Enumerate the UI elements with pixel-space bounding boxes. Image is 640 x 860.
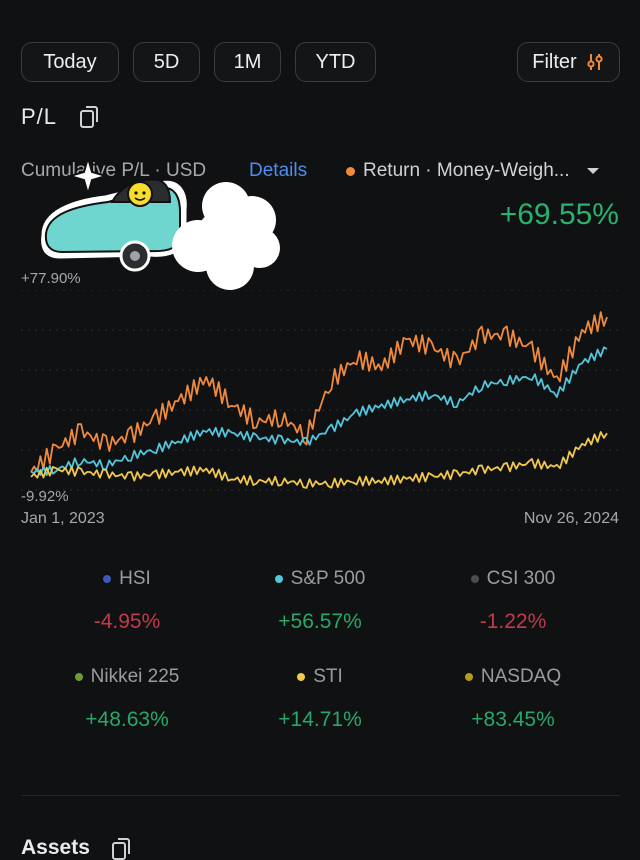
- index-name: S&P 500: [290, 568, 366, 589]
- y-top-label: +77.90%: [21, 270, 81, 287]
- tab-5d[interactable]: 5D: [133, 42, 200, 82]
- index-legend-item[interactable]: CSI 300 -1.22%: [413, 568, 613, 634]
- car-sticker-icon: [38, 154, 280, 290]
- filter-label: Filter: [532, 50, 577, 73]
- series-line-return: [30, 311, 608, 473]
- index-dot: [470, 575, 479, 583]
- index-legend-item[interactable]: STI +14.71%: [220, 666, 420, 732]
- index-legend-item[interactable]: S&P 500 +56.57%: [220, 568, 420, 634]
- y-bottom-label: -9.92%: [21, 488, 69, 505]
- x-end-label: Nov 26, 2024: [523, 510, 619, 527]
- index-change: +48.63%: [85, 708, 169, 731]
- pl-line-chart[interactable]: [21, 290, 620, 495]
- caret-down-icon: [586, 168, 599, 174]
- tab-ytd[interactable]: YTD: [295, 42, 376, 82]
- index-name: CSI 300: [486, 568, 556, 589]
- index-name: HSI: [119, 568, 151, 589]
- return-dropdown-label: Return · Money-Weigh...: [363, 160, 570, 181]
- index-name: STI: [313, 666, 343, 687]
- index-change: +14.71%: [278, 708, 362, 731]
- tab-1m[interactable]: 1M: [214, 42, 281, 82]
- series-line-sti: [30, 431, 608, 489]
- return-dropdown[interactable]: Return · Money-Weigh...: [346, 160, 600, 182]
- index-dot: [464, 673, 473, 681]
- index-legend-item[interactable]: Nikkei 225 +48.63%: [27, 666, 227, 732]
- index-name: NASDAQ: [480, 666, 562, 687]
- index-legend-item[interactable]: HSI -4.95%: [27, 568, 227, 634]
- index-dot: [297, 673, 306, 681]
- index-change: +83.45%: [471, 708, 555, 731]
- filter-button[interactable]: Filter: [517, 42, 620, 82]
- sliders-icon: [587, 54, 603, 70]
- index-dot: [274, 575, 283, 583]
- index-change: -4.95%: [93, 610, 161, 633]
- return-dot: [346, 166, 355, 176]
- index-name: Nikkei 225: [90, 666, 180, 687]
- index-dot: [103, 575, 112, 583]
- return-value: +69.55%: [499, 198, 619, 231]
- copy-icon[interactable]: [110, 836, 132, 860]
- pl-section-title: P/L: [21, 104, 58, 129]
- x-start-label: Jan 1, 2023: [21, 510, 105, 527]
- index-change: -1.22%: [479, 610, 547, 633]
- details-link[interactable]: Details: [249, 160, 308, 181]
- tab-today[interactable]: Today: [21, 42, 119, 82]
- index-change: +56.57%: [278, 610, 362, 633]
- series-line-sp500: [30, 346, 608, 477]
- index-legend-item[interactable]: NASDAQ +83.45%: [413, 666, 613, 732]
- assets-title: Assets: [21, 836, 90, 859]
- divider: [21, 795, 620, 796]
- copy-icon[interactable]: [78, 104, 100, 130]
- index-dot: [74, 673, 83, 681]
